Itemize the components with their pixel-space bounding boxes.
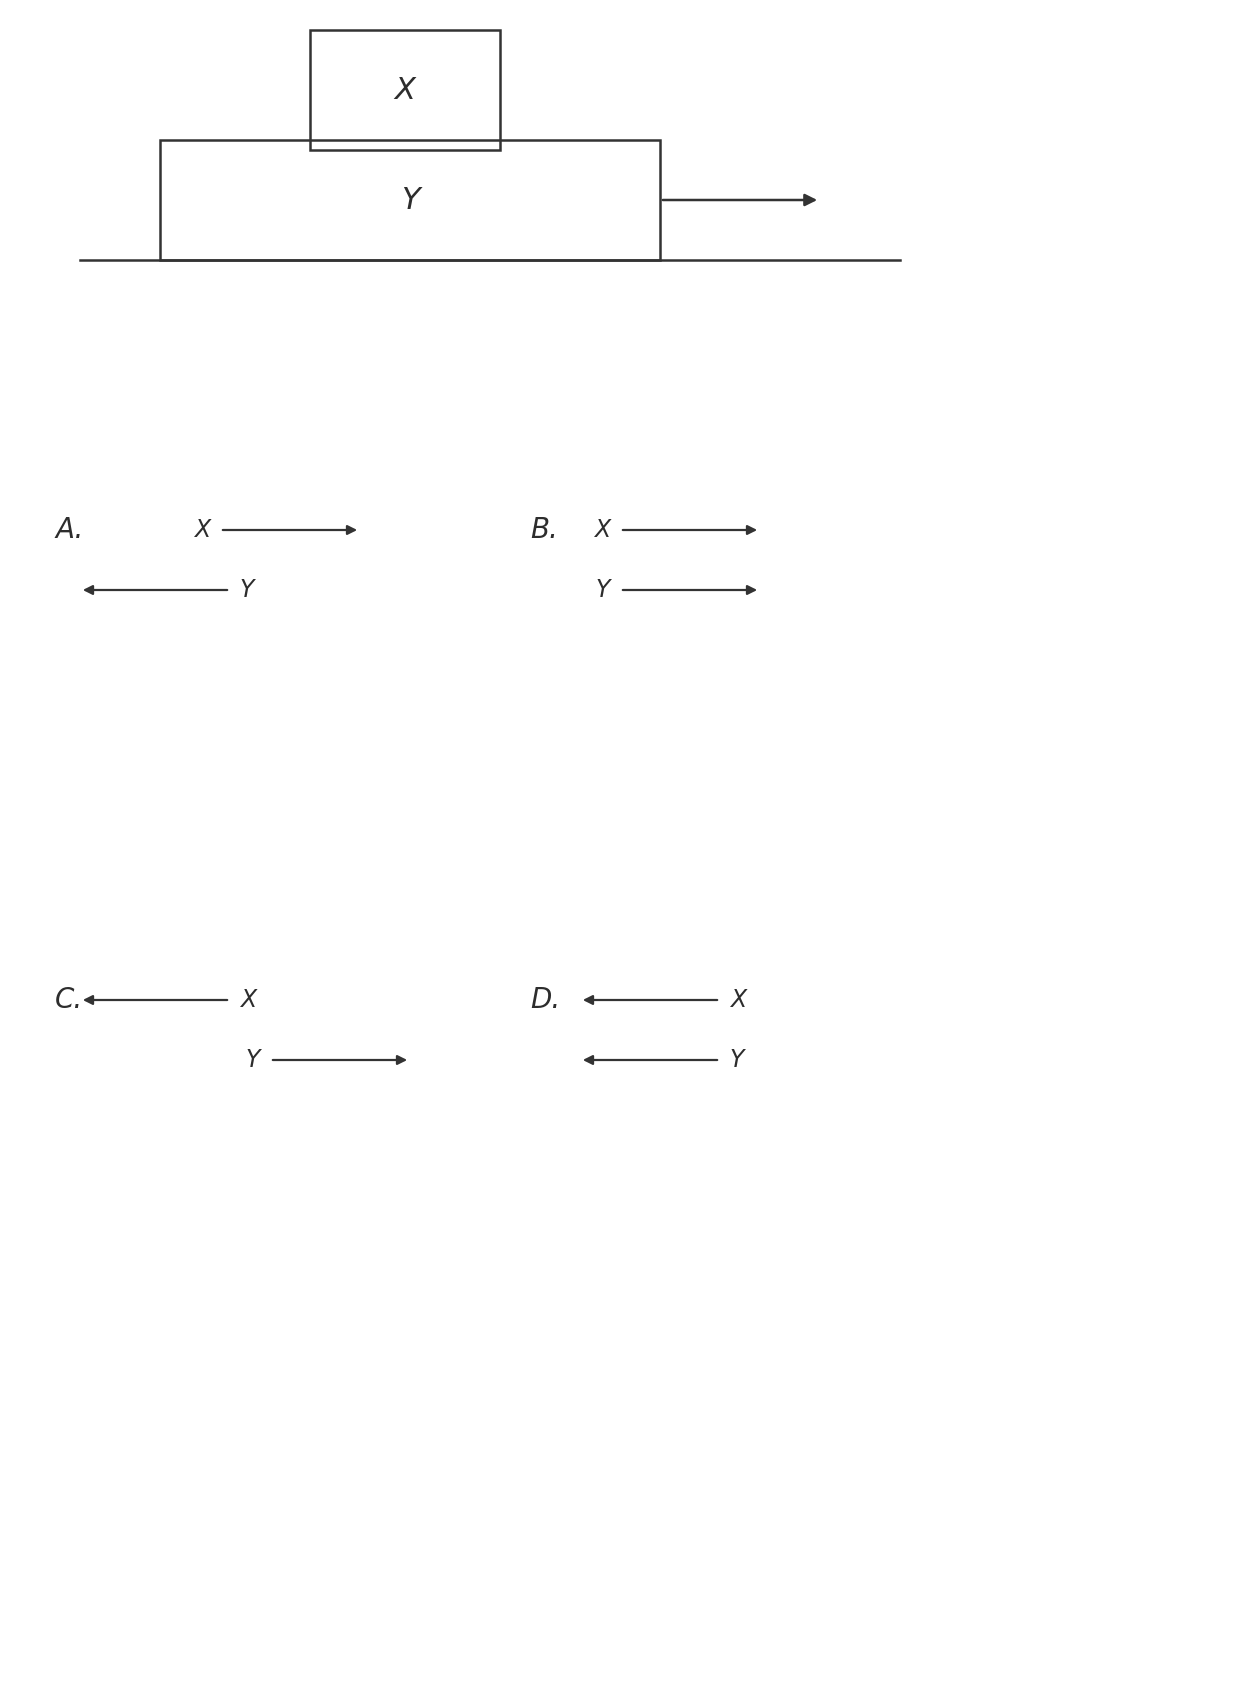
Text: A.: A. — [55, 516, 83, 545]
Text: C.: C. — [55, 986, 83, 1014]
Text: Y: Y — [240, 579, 254, 602]
Text: Y: Y — [401, 186, 420, 215]
Text: X: X — [395, 76, 415, 105]
Text: X: X — [730, 988, 746, 1012]
Text: X: X — [194, 518, 211, 541]
Text: B.: B. — [530, 516, 558, 545]
Text: X: X — [240, 988, 257, 1012]
Text: X: X — [594, 518, 611, 541]
Text: D.: D. — [530, 986, 561, 1014]
Bar — [310, 30, 500, 151]
Text: Y: Y — [596, 579, 611, 602]
Bar — [159, 140, 660, 261]
Text: Y: Y — [730, 1047, 744, 1073]
Text: Y: Y — [245, 1047, 260, 1073]
